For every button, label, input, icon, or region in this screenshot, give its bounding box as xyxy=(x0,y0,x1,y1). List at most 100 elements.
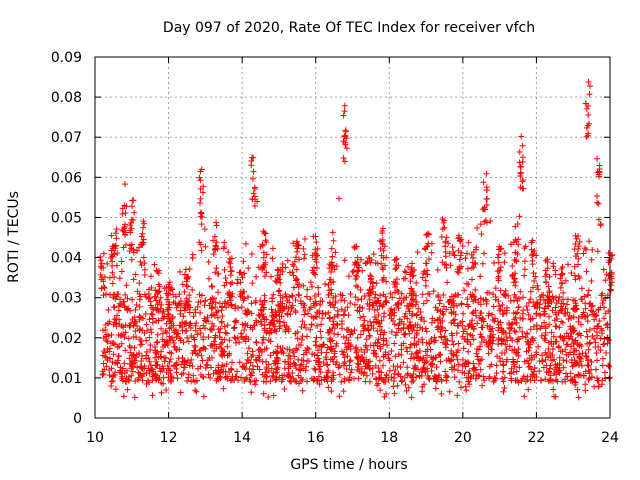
data-point xyxy=(451,252,458,259)
data-point xyxy=(466,322,473,329)
data-point xyxy=(539,357,546,364)
data-point xyxy=(312,338,319,345)
data-point xyxy=(269,245,276,252)
data-point xyxy=(181,288,188,295)
data-point xyxy=(214,289,221,296)
data-point xyxy=(158,348,165,355)
data-point xyxy=(310,269,317,276)
data-point xyxy=(363,372,370,379)
data-point xyxy=(595,322,602,329)
data-point xyxy=(268,306,275,313)
data-point xyxy=(463,280,470,287)
data-point xyxy=(153,297,160,304)
data-point xyxy=(290,349,297,356)
data-point xyxy=(197,177,204,184)
data-point xyxy=(480,179,487,186)
data-point xyxy=(376,302,383,309)
data-point xyxy=(328,269,335,276)
data-point xyxy=(296,292,303,299)
data-point xyxy=(422,359,429,366)
data-point xyxy=(100,370,107,377)
data-point xyxy=(272,377,279,384)
data-point xyxy=(331,348,338,355)
data-point xyxy=(526,344,533,351)
data-point xyxy=(472,375,479,382)
data-point xyxy=(340,388,347,395)
data-point xyxy=(453,349,460,356)
data-point xyxy=(294,248,301,255)
data-point xyxy=(552,267,559,274)
data-point xyxy=(228,301,235,308)
data-point xyxy=(130,333,137,340)
data-point xyxy=(529,251,536,258)
data-point xyxy=(358,346,365,353)
data-point xyxy=(592,313,599,320)
data-point xyxy=(409,295,416,302)
data-point xyxy=(530,284,537,291)
data-point xyxy=(380,313,387,320)
data-point xyxy=(602,277,609,284)
data-point xyxy=(347,331,354,338)
data-point xyxy=(257,306,264,313)
data-point xyxy=(284,257,291,264)
data-point xyxy=(531,377,538,384)
data-point xyxy=(549,357,556,364)
data-point xyxy=(583,124,590,131)
data-point xyxy=(426,340,433,347)
data-point xyxy=(357,256,364,263)
data-point xyxy=(241,327,248,334)
data-point xyxy=(500,378,507,385)
data-point xyxy=(404,370,411,377)
data-point xyxy=(345,340,352,347)
data-point xyxy=(106,274,113,281)
data-point xyxy=(398,346,405,353)
data-point xyxy=(431,334,438,341)
y-tick-label: 0.02 xyxy=(51,331,82,347)
data-point xyxy=(392,279,399,286)
data-point xyxy=(545,297,552,304)
data-point xyxy=(313,357,320,364)
data-point xyxy=(213,345,220,352)
data-point xyxy=(274,276,281,283)
data-point xyxy=(556,362,563,369)
data-point xyxy=(368,257,375,264)
data-point xyxy=(293,378,300,385)
data-point xyxy=(304,378,311,385)
data-point xyxy=(341,108,348,115)
data-point xyxy=(605,259,612,266)
data-point xyxy=(207,342,214,349)
data-point xyxy=(239,321,246,328)
data-point xyxy=(580,309,587,316)
data-point xyxy=(226,350,233,357)
data-point xyxy=(553,294,560,301)
data-point xyxy=(508,324,515,331)
data-point xyxy=(192,327,199,334)
x-tick-label: 10 xyxy=(86,430,104,446)
data-point xyxy=(477,273,484,280)
data-point xyxy=(525,299,532,306)
data-point xyxy=(419,291,426,298)
data-point xyxy=(186,304,193,311)
data-point xyxy=(191,347,198,354)
data-point xyxy=(575,261,582,268)
data-point xyxy=(570,297,577,304)
data-point xyxy=(260,390,267,397)
data-point xyxy=(451,374,458,381)
data-point xyxy=(203,361,210,368)
data-point xyxy=(100,278,107,285)
data-point xyxy=(424,352,431,359)
data-point xyxy=(227,281,234,288)
data-point xyxy=(103,291,110,298)
data-point xyxy=(513,258,520,265)
data-point xyxy=(395,351,402,358)
data-point xyxy=(277,307,284,314)
data-point xyxy=(536,368,543,375)
data-point xyxy=(414,249,421,256)
data-point xyxy=(421,366,428,373)
data-point xyxy=(449,338,456,345)
data-point xyxy=(572,240,579,247)
data-point xyxy=(263,364,270,371)
data-point xyxy=(476,360,482,367)
data-point xyxy=(516,148,523,155)
data-point xyxy=(200,322,207,329)
